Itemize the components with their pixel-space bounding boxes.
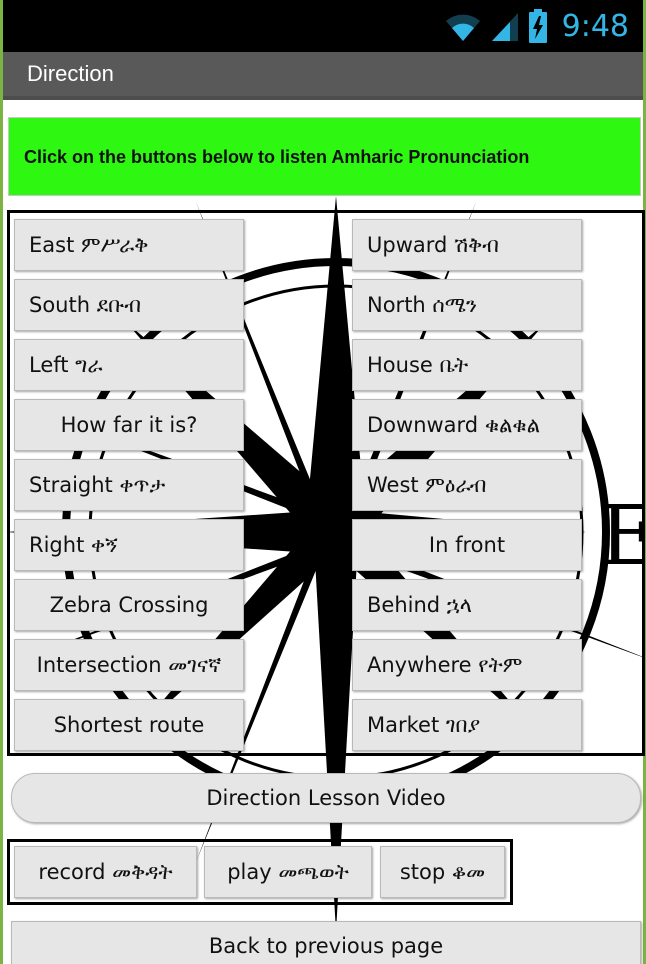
pronounce-button[interactable]: Upward ሽቅብ (352, 219, 582, 271)
status-bar: 9:48 (3, 0, 643, 52)
pronounce-button[interactable]: Zebra Crossing (14, 579, 244, 631)
pronounce-button[interactable]: Market ገበያ (352, 699, 582, 751)
pronounce-button[interactable]: South ደቡብ (14, 279, 244, 331)
back-button[interactable]: Back to previous page (11, 921, 641, 964)
lesson-video-button[interactable]: Direction Lesson Video (11, 773, 641, 823)
stop-button[interactable]: stop ቆመ (380, 846, 505, 898)
pronounce-button[interactable]: Behind ኋላ (352, 579, 582, 631)
status-time: 9:48 (561, 8, 629, 44)
pronunciation-button-panel (7, 210, 645, 756)
record-button[interactable]: record መቅዳት (14, 846, 197, 898)
pronounce-button[interactable]: Shortest route (14, 699, 244, 751)
pronounce-button[interactable]: North ሰሜን (352, 279, 582, 331)
pronounce-button[interactable]: Right ቀኝ (14, 519, 244, 571)
signal-icon (491, 13, 518, 41)
pronounce-button[interactable]: How far it is? (14, 399, 244, 451)
pronounce-button[interactable]: In front (352, 519, 582, 571)
audio-controls-panel (7, 839, 513, 905)
pronounce-button[interactable]: Intersection መገናኛ (14, 639, 244, 691)
app-title: Direction (3, 52, 643, 100)
status-icons: 9:48 (444, 6, 629, 46)
pronounce-button[interactable]: House ቤት (352, 339, 582, 391)
pronounce-button[interactable]: Left ግራ (14, 339, 244, 391)
wifi-icon (445, 14, 480, 41)
play-button[interactable]: play መጫወት (204, 846, 372, 898)
pronounce-button[interactable]: Downward ቁልቁል (352, 399, 582, 451)
pronounce-button[interactable]: West ምዕራብ (352, 459, 582, 511)
instruction-banner: Click on the buttons below to listen Amh… (8, 117, 641, 196)
pronounce-button[interactable]: Straight ቀጥታ (14, 459, 244, 511)
pronounce-button[interactable]: East ምሥራቅ (14, 219, 244, 271)
pronounce-button[interactable]: Anywhere የትም (352, 639, 582, 691)
battery-icon (528, 9, 547, 43)
